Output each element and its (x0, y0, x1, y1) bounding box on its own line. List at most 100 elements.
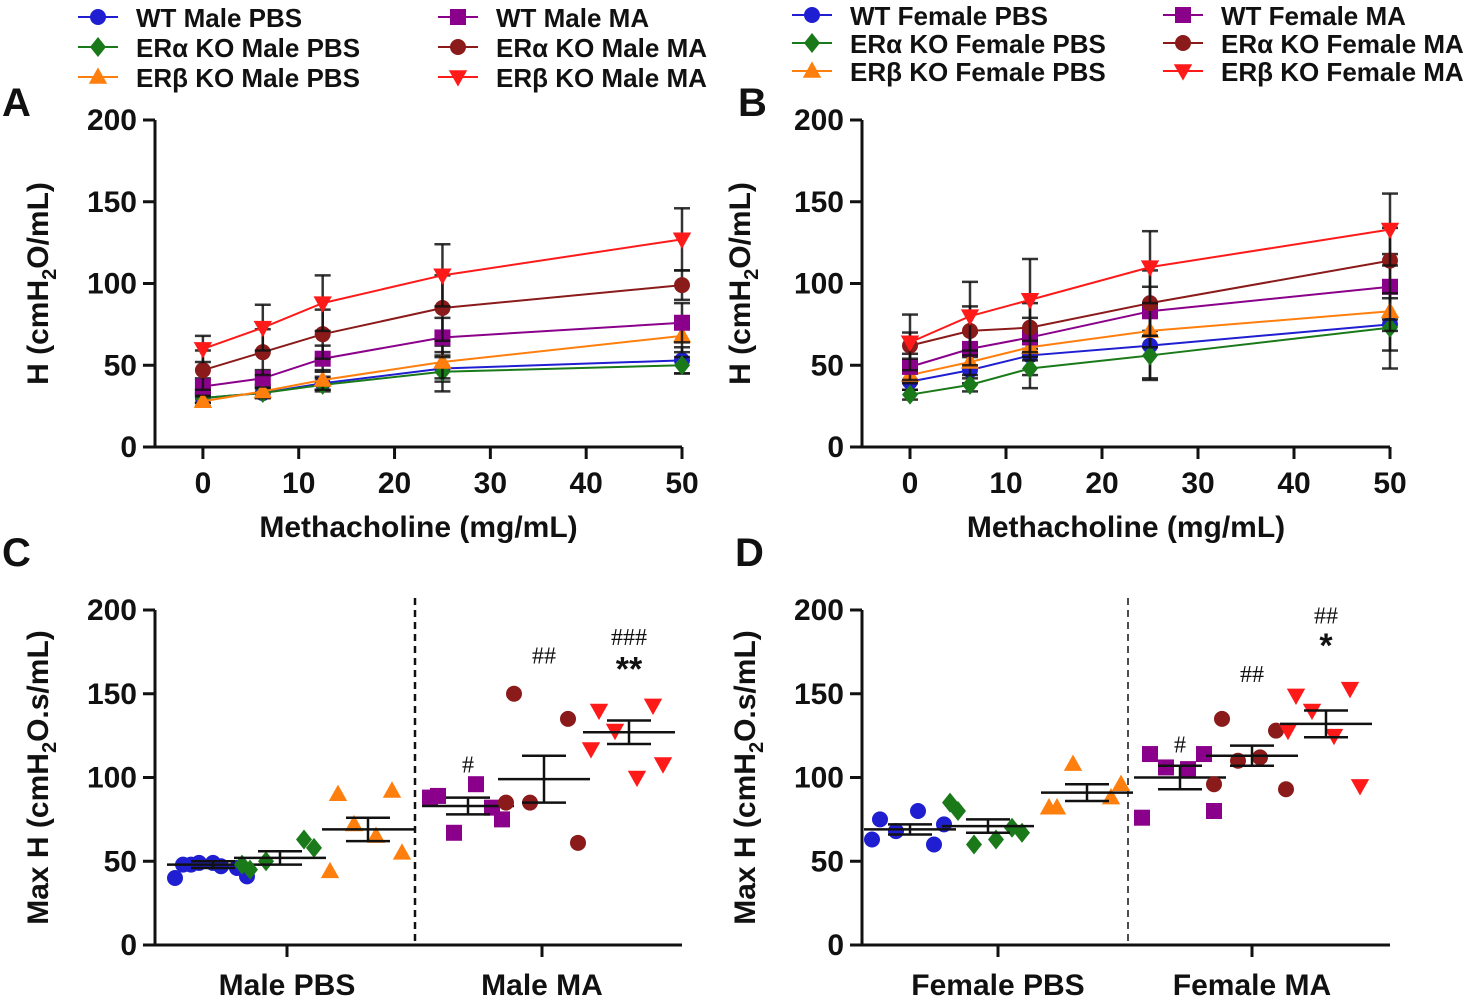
y-tick-label: 200 (87, 104, 137, 137)
significance-annotation: * (1319, 627, 1333, 665)
y-tick-label: 50 (811, 845, 844, 878)
data-point (1020, 293, 1040, 310)
x-tick-label: 30 (474, 467, 507, 500)
significance-annotation: # (462, 752, 474, 778)
data-point (1063, 754, 1083, 771)
legend-label: ERα KO Male PBS (136, 33, 360, 63)
y-label-subscript: 2 (39, 269, 61, 280)
data-point (434, 300, 451, 317)
data-point (627, 770, 647, 788)
data-point (1022, 358, 1038, 379)
panel-label: B (738, 81, 767, 125)
y-tick-label: 200 (794, 594, 844, 627)
legend-marker (450, 39, 466, 55)
data-point (344, 814, 364, 832)
significance-annotation: # (1174, 732, 1186, 758)
y-tick-label: 100 (87, 762, 137, 795)
legend-marker (450, 9, 466, 25)
category-label: Female PBS (911, 969, 1084, 1000)
data-point (910, 803, 926, 819)
y-label-end: O/mL) (724, 182, 757, 269)
significance-annotation: ## (1240, 662, 1264, 688)
data-point (234, 854, 250, 875)
data-point (253, 381, 272, 399)
y-label-subscript: 2 (39, 742, 61, 753)
data-point (942, 792, 958, 813)
data-point (560, 710, 576, 727)
data-point (193, 342, 213, 359)
y-label-main: Max H (cmH (729, 753, 762, 925)
data-point (167, 870, 183, 886)
data-point (433, 352, 452, 369)
x-tick-label: 10 (282, 467, 315, 500)
data-point (433, 268, 452, 285)
legend-label: WT Female MA (1221, 1, 1406, 31)
y-label-end: O/mL) (22, 182, 55, 269)
y-tick-label: 200 (87, 594, 137, 627)
panel-b-line-chart: B 0 50 100 150 200 0 10 20 30 40 50 Methacholine (mg… (724, 1, 1464, 544)
data-point (1196, 746, 1212, 763)
panel-a-line-chart: A 0 50 100 150 200 0 10 20 30 40 50 Methacholine (mg… (2, 3, 707, 544)
data-point (1039, 798, 1059, 815)
data-point (446, 824, 462, 841)
y-tick-label: 100 (794, 268, 844, 301)
data-point (1340, 681, 1360, 699)
data-point (900, 335, 920, 352)
data-point (1158, 759, 1174, 776)
data-point (468, 776, 484, 793)
x-tick-label: 0 (902, 467, 919, 500)
x-tick-label: 10 (989, 467, 1022, 500)
legend-marker (90, 37, 106, 57)
significance-annotation: ## (1314, 603, 1338, 629)
data-point (643, 698, 663, 716)
y-tick-label: 0 (120, 929, 137, 962)
panel-c-scatter-chart: C 0 50 100 150 200 Male PBS Male MA Max H (cmH2O… (2, 531, 682, 1000)
legend-label: ERα KO Male MA (496, 33, 707, 63)
x-tick-label: 40 (569, 467, 602, 500)
data-point (1134, 809, 1150, 826)
data-point (960, 309, 980, 326)
y-axis-label: Max H (cmH2O.s/mL) (22, 630, 61, 925)
data-point (1014, 822, 1030, 843)
y-tick-label: 200 (794, 104, 844, 137)
legend-marker (1175, 35, 1191, 51)
data-point (328, 784, 348, 802)
y-tick-label: 50 (104, 845, 137, 878)
data-point (1278, 723, 1298, 741)
x-axis-label: Methacholine (mg/mL) (967, 511, 1285, 544)
data-point (674, 314, 690, 331)
data-point (296, 829, 312, 850)
data-point (498, 794, 514, 811)
data-point (674, 277, 690, 294)
data-point (193, 391, 213, 409)
y-tick-label: 150 (87, 186, 137, 219)
y-tick-label: 150 (794, 186, 844, 219)
data-point (254, 344, 271, 361)
legend-marker (804, 7, 820, 23)
data-point (366, 826, 386, 843)
data-point (1206, 776, 1222, 793)
significance-annotation: ### (611, 625, 647, 651)
significance-annotation: ** (616, 650, 643, 688)
data-point (902, 384, 918, 405)
y-tick-label: 0 (120, 431, 137, 464)
x-tick-label: 50 (1373, 467, 1406, 500)
y-tick-label: 150 (87, 678, 137, 711)
legend-label: ERβ KO Male MA (496, 63, 707, 93)
x-axis-label: Methacholine (mg/mL) (259, 511, 577, 544)
y-label-end: O.s/mL) (22, 630, 55, 742)
y-tick-label: 0 (827, 431, 844, 464)
data-point (1206, 803, 1222, 819)
data-point (966, 834, 982, 855)
category-label: Male PBS (219, 969, 356, 1000)
y-label-main: H (cmH (22, 280, 55, 385)
legend-label: ERα KO Female MA (1221, 29, 1464, 59)
legend-marker (88, 67, 108, 84)
legend-marker (1175, 7, 1191, 23)
data-point (926, 836, 942, 853)
y-tick-label: 50 (811, 349, 844, 382)
panel-label: A (2, 81, 31, 125)
legend-label: WT Male PBS (136, 3, 302, 33)
data-point (1380, 222, 1400, 240)
